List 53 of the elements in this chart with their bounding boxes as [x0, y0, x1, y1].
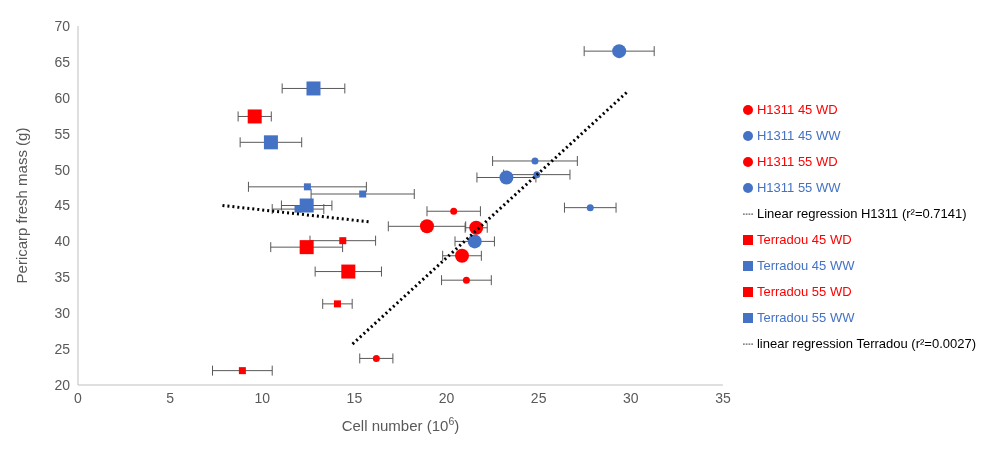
point: [455, 248, 470, 263]
x-tick-label: 5: [166, 389, 175, 406]
legend-label: linear regression Terradou (r²=0.0027): [756, 335, 976, 351]
x-tick-label: 0: [74, 389, 83, 406]
point: [238, 367, 246, 375]
legend-label: H1311 55 WW: [756, 179, 841, 195]
point: [339, 237, 347, 245]
point: [333, 300, 341, 308]
point: [247, 109, 262, 124]
y-tick-label: 20: [54, 376, 71, 393]
point: [462, 276, 470, 284]
y-axis-title: Pericarp fresh mass (g): [13, 127, 31, 284]
point: [359, 190, 367, 198]
legend-label: H1311 55 WD: [756, 153, 838, 169]
x-tick-label: 20: [438, 389, 455, 406]
point: [467, 234, 482, 249]
x-tick-label: 25: [530, 389, 547, 406]
point: [420, 219, 434, 234]
x-axis-title: Cell number (10$^{6}$): [341, 415, 460, 434]
y-tick-label: 25: [54, 341, 71, 358]
point: [586, 204, 594, 212]
legend-label: H1311 45 WD: [756, 101, 838, 117]
y-tick-label: 45: [54, 197, 71, 214]
legend-label: H1311 45 WW: [756, 127, 841, 143]
point: [306, 81, 321, 96]
y-tick-label: 50: [54, 161, 71, 178]
point: [372, 354, 380, 362]
x-tick-label: 35: [715, 389, 731, 406]
y-tick-label: 35: [54, 269, 71, 286]
legend-label: Terradou 55 WD: [756, 283, 852, 299]
point: [299, 240, 314, 255]
y-tick-label: 40: [54, 233, 71, 250]
point: [499, 170, 514, 185]
point: [303, 183, 311, 191]
x-tick-label: 30: [623, 389, 639, 406]
y-tick-label: 55: [54, 125, 71, 142]
legend-label: Terradou 45 WD: [756, 231, 852, 247]
point: [294, 205, 302, 213]
y-tick-label: 60: [54, 89, 71, 106]
point: [612, 44, 627, 59]
legend-label: Terradou 55 WW: [756, 309, 855, 325]
point: [450, 207, 458, 215]
point: [531, 157, 539, 165]
y-tick-label: 30: [54, 305, 71, 322]
point: [341, 264, 356, 279]
y-tick-label: 70: [54, 17, 71, 34]
x-tick-label: 15: [346, 389, 363, 406]
legend-label: Terradou 45 WW: [756, 257, 855, 273]
x-tick-label: 10: [254, 389, 271, 406]
y-tick-label: 65: [54, 53, 71, 70]
legend-label: Linear regression H1311 (r²=0.7141): [756, 205, 967, 221]
point: [299, 198, 314, 213]
point: [263, 135, 278, 150]
